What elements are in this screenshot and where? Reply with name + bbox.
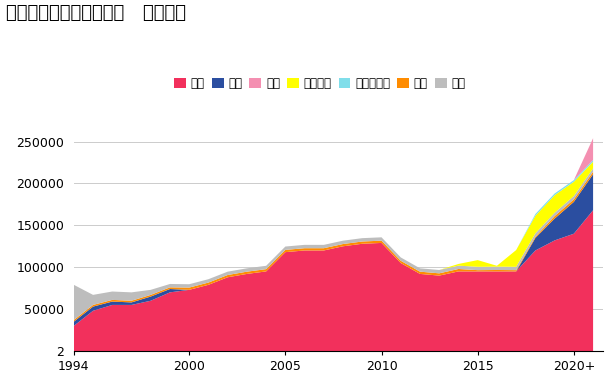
Text: 全球主要国家稀土矿产量   单位：吨: 全球主要国家稀土矿产量 单位：吨 [6,4,186,22]
Legend: 中国, 美国, 缅甸, 澳大利亚, 马达加斯加, 印度, 其他: 中国, 美国, 缅甸, 澳大利亚, 马达加斯加, 印度, 其他 [170,72,470,95]
